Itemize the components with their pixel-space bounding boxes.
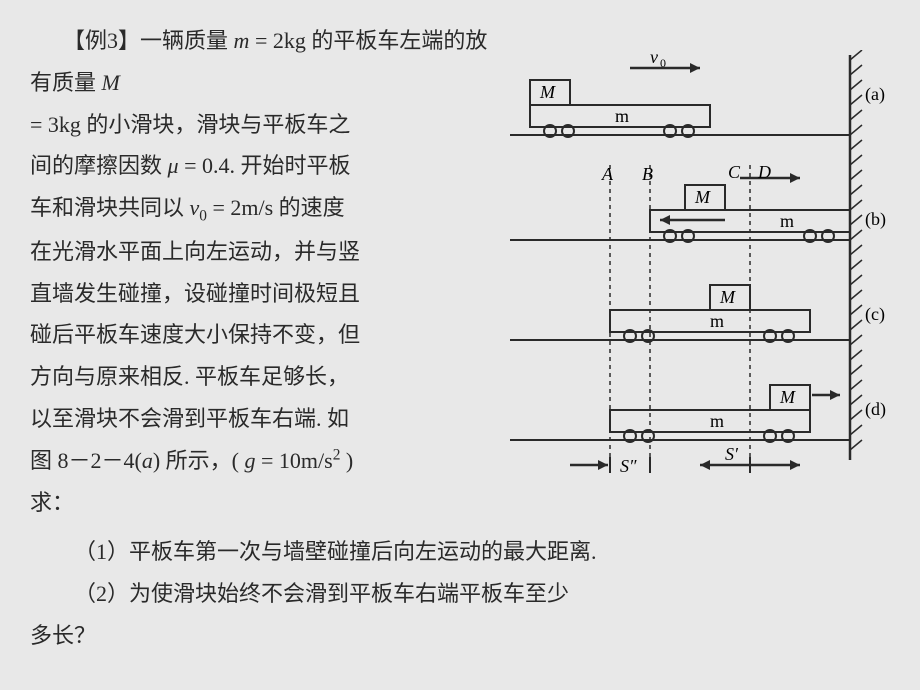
para-line2: = 3kg 的小滑块，滑块与平板车之 — [30, 104, 500, 146]
svg-text:(d): (d) — [865, 399, 886, 420]
svg-text:(b): (b) — [865, 209, 886, 230]
svg-text:M: M — [779, 387, 796, 407]
question-2b: 多长？ — [30, 615, 890, 657]
subfig-a: m M v 0 (a) — [510, 50, 885, 137]
para-line4: 车和滑块共同以 v0 = 2m/s 的速度 — [30, 187, 500, 231]
para-line1: 【例3】一辆质量 m = 2kg 的平板车左端的放有质量 M — [30, 20, 500, 104]
svg-text:A: A — [601, 164, 614, 184]
svg-text:S″: S″ — [620, 456, 637, 476]
svg-text:0: 0 — [660, 56, 666, 70]
question-1: （1）平板车第一次与墙壁碰撞后向左运动的最大距离. — [30, 531, 890, 573]
subfig-c: m M (c) — [510, 285, 885, 342]
questions: （1）平板车第一次与墙壁碰撞后向左运动的最大距离. （2）为使滑块始终不会滑到平… — [30, 531, 890, 656]
para-line7: 碰后平板车速度大小保持不变，但 — [30, 314, 500, 356]
svg-text:m: m — [710, 311, 724, 331]
distance-markers: S″ S′ — [570, 444, 800, 476]
svg-text:M: M — [719, 287, 736, 307]
para-line9: 以至滑块不会滑到平板车右端. 如 — [30, 398, 500, 440]
svg-text:M: M — [539, 82, 556, 102]
subfig-b: m M A B C D (b) — [510, 162, 886, 242]
svg-text:m: m — [615, 106, 629, 126]
svg-text:D: D — [757, 162, 771, 182]
figure-column: m M v 0 (a) m — [510, 20, 890, 523]
subfig-d: m M (d) — [510, 385, 886, 442]
para-line8: 方向与原来相反. 平板车足够长， — [30, 356, 500, 398]
para-line3: 间的摩擦因数 μ = 0.4. 开始时平板 — [30, 145, 500, 187]
question-2: （2）为使滑块始终不会滑到平板车右端平板车至少 — [30, 573, 890, 615]
para-line11: 求： — [30, 482, 500, 524]
physics-diagram: m M v 0 (a) m — [510, 50, 890, 480]
problem-label: 【例3】 — [74, 28, 140, 53]
para-line5: 在光滑水平面上向左运动，并与竖 — [30, 231, 500, 273]
svg-text:C: C — [728, 162, 741, 182]
para-line6: 直墙发生碰撞，设碰撞时间极短且 — [30, 273, 500, 315]
svg-text:m: m — [780, 211, 794, 231]
svg-text:B: B — [642, 164, 653, 184]
para-line10: 图 8－2－4(a) 所示，( g = 10m/s2 ) — [30, 440, 500, 482]
svg-text:(a): (a) — [865, 84, 885, 105]
svg-text:S′: S′ — [725, 444, 739, 464]
svg-text:m: m — [710, 411, 724, 431]
svg-text:(c): (c) — [865, 304, 885, 325]
problem-text: 【例3】一辆质量 m = 2kg 的平板车左端的放有质量 M = 3kg 的小滑… — [30, 20, 500, 523]
svg-text:v: v — [650, 50, 658, 67]
svg-text:M: M — [694, 187, 711, 207]
main-content: 【例3】一辆质量 m = 2kg 的平板车左端的放有质量 M = 3kg 的小滑… — [30, 20, 890, 523]
